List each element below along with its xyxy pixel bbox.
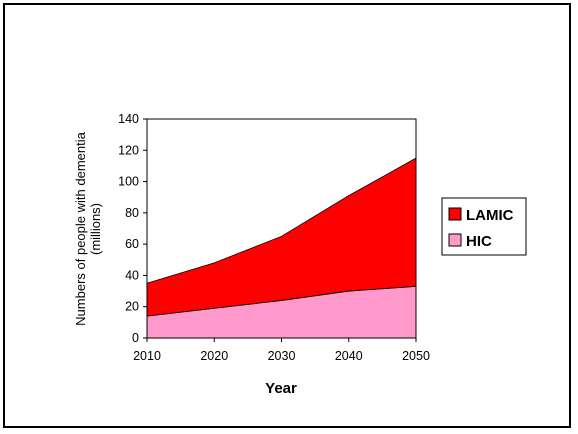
y-tick-label: 40 [125,268,139,282]
y-tick-labels: 0 20 40 60 80 100 120 140 [118,112,139,345]
chart-areas [146,157,417,339]
x-tick-label: 2030 [268,349,296,363]
legend: LAMIC HIC [441,197,527,256]
y-tick-label: 120 [118,143,139,157]
legend-swatch-lamic [448,207,462,221]
y-tick-label: 140 [118,112,139,126]
chart-axes [143,118,417,342]
y-axis-title-line2: (millions) [88,203,103,255]
y-tick-label: 0 [132,331,139,345]
x-tick-labels: 2010 2020 2030 2040 2050 [133,349,430,363]
y-tick-label: 100 [118,175,139,189]
legend-swatch-hic [448,233,462,247]
x-axis-title: Year [265,380,297,397]
x-tick-label: 2020 [200,349,228,363]
x-tick-label: 2040 [335,349,363,363]
y-tick-label: 80 [125,206,139,220]
legend-label-hic: HIC [466,233,492,250]
y-tick-label: 20 [125,300,139,314]
x-tick-label: 2010 [133,349,161,363]
legend-label-lamic: LAMIC [466,207,514,224]
x-tick-label: 2050 [402,349,430,363]
y-tick-label: 60 [125,237,139,251]
y-axis-title-line1: Numbers of people with dementia [73,131,88,325]
